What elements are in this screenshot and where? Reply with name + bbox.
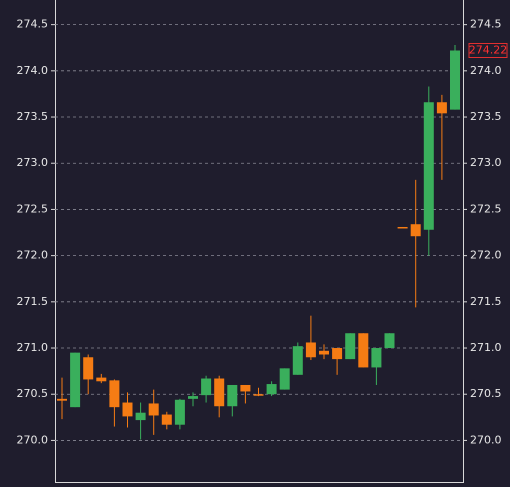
candle-body — [227, 384, 238, 407]
y2-tick-label: 274.5 — [470, 18, 502, 31]
candle-body — [358, 333, 369, 368]
y-tick-label: 274.0 — [17, 64, 49, 77]
y-tick-label: 273.5 — [17, 110, 49, 123]
y2-tick-label: 272.0 — [470, 249, 502, 262]
candle-body — [292, 346, 303, 375]
candle-body — [109, 380, 120, 408]
candle-body — [161, 414, 172, 425]
candle-body — [397, 226, 408, 229]
candle-body — [174, 399, 185, 425]
candle-body — [201, 378, 212, 396]
last-price-label: 274.22 — [469, 44, 508, 57]
candle-body — [384, 333, 395, 349]
candle-body — [240, 384, 251, 392]
y2-tick-label: 272.5 — [470, 202, 502, 215]
candle-body — [135, 412, 146, 421]
candle-body — [83, 357, 94, 380]
candle-body — [188, 396, 198, 399]
candle-body — [96, 377, 107, 382]
candle-body — [305, 342, 316, 358]
y-tick-label: 272.5 — [17, 202, 49, 215]
y2-tick-label: 273.0 — [470, 156, 502, 169]
candle-body — [122, 402, 133, 417]
y-tick-label: 270.0 — [17, 433, 49, 446]
candle-body — [148, 403, 159, 416]
candle-body — [266, 384, 277, 395]
y-tick-label: 270.5 — [17, 387, 49, 400]
y-tick-label: 271.5 — [17, 295, 49, 308]
candle-body — [371, 348, 382, 368]
candle-body — [279, 368, 290, 390]
y-tick-label: 274.5 — [17, 18, 49, 31]
candle-body — [332, 348, 343, 360]
y-tick-label: 273.0 — [17, 156, 49, 169]
candle-body — [319, 350, 329, 355]
candle-body — [436, 102, 447, 114]
y-tick-label: 272.0 — [17, 249, 49, 262]
candle-body — [423, 102, 434, 230]
candle-body — [253, 394, 264, 396]
candle-body — [214, 378, 225, 407]
y2-tick-label: 274.0 — [470, 64, 502, 77]
candle-body — [450, 50, 460, 110]
candle-body — [345, 333, 356, 360]
y2-tick-label: 271.5 — [470, 295, 502, 308]
y-tick-label: 271.0 — [17, 341, 49, 354]
candle-body — [57, 398, 67, 401]
y2-tick-label: 270.0 — [470, 433, 502, 446]
y2-tick-label: 273.5 — [470, 110, 502, 123]
y2-tick-label: 270.5 — [470, 387, 502, 400]
last-price-box — [468, 43, 508, 59]
candle-body — [410, 224, 421, 237]
y2-tick-label: 271.0 — [470, 341, 502, 354]
candle-body — [70, 352, 81, 408]
